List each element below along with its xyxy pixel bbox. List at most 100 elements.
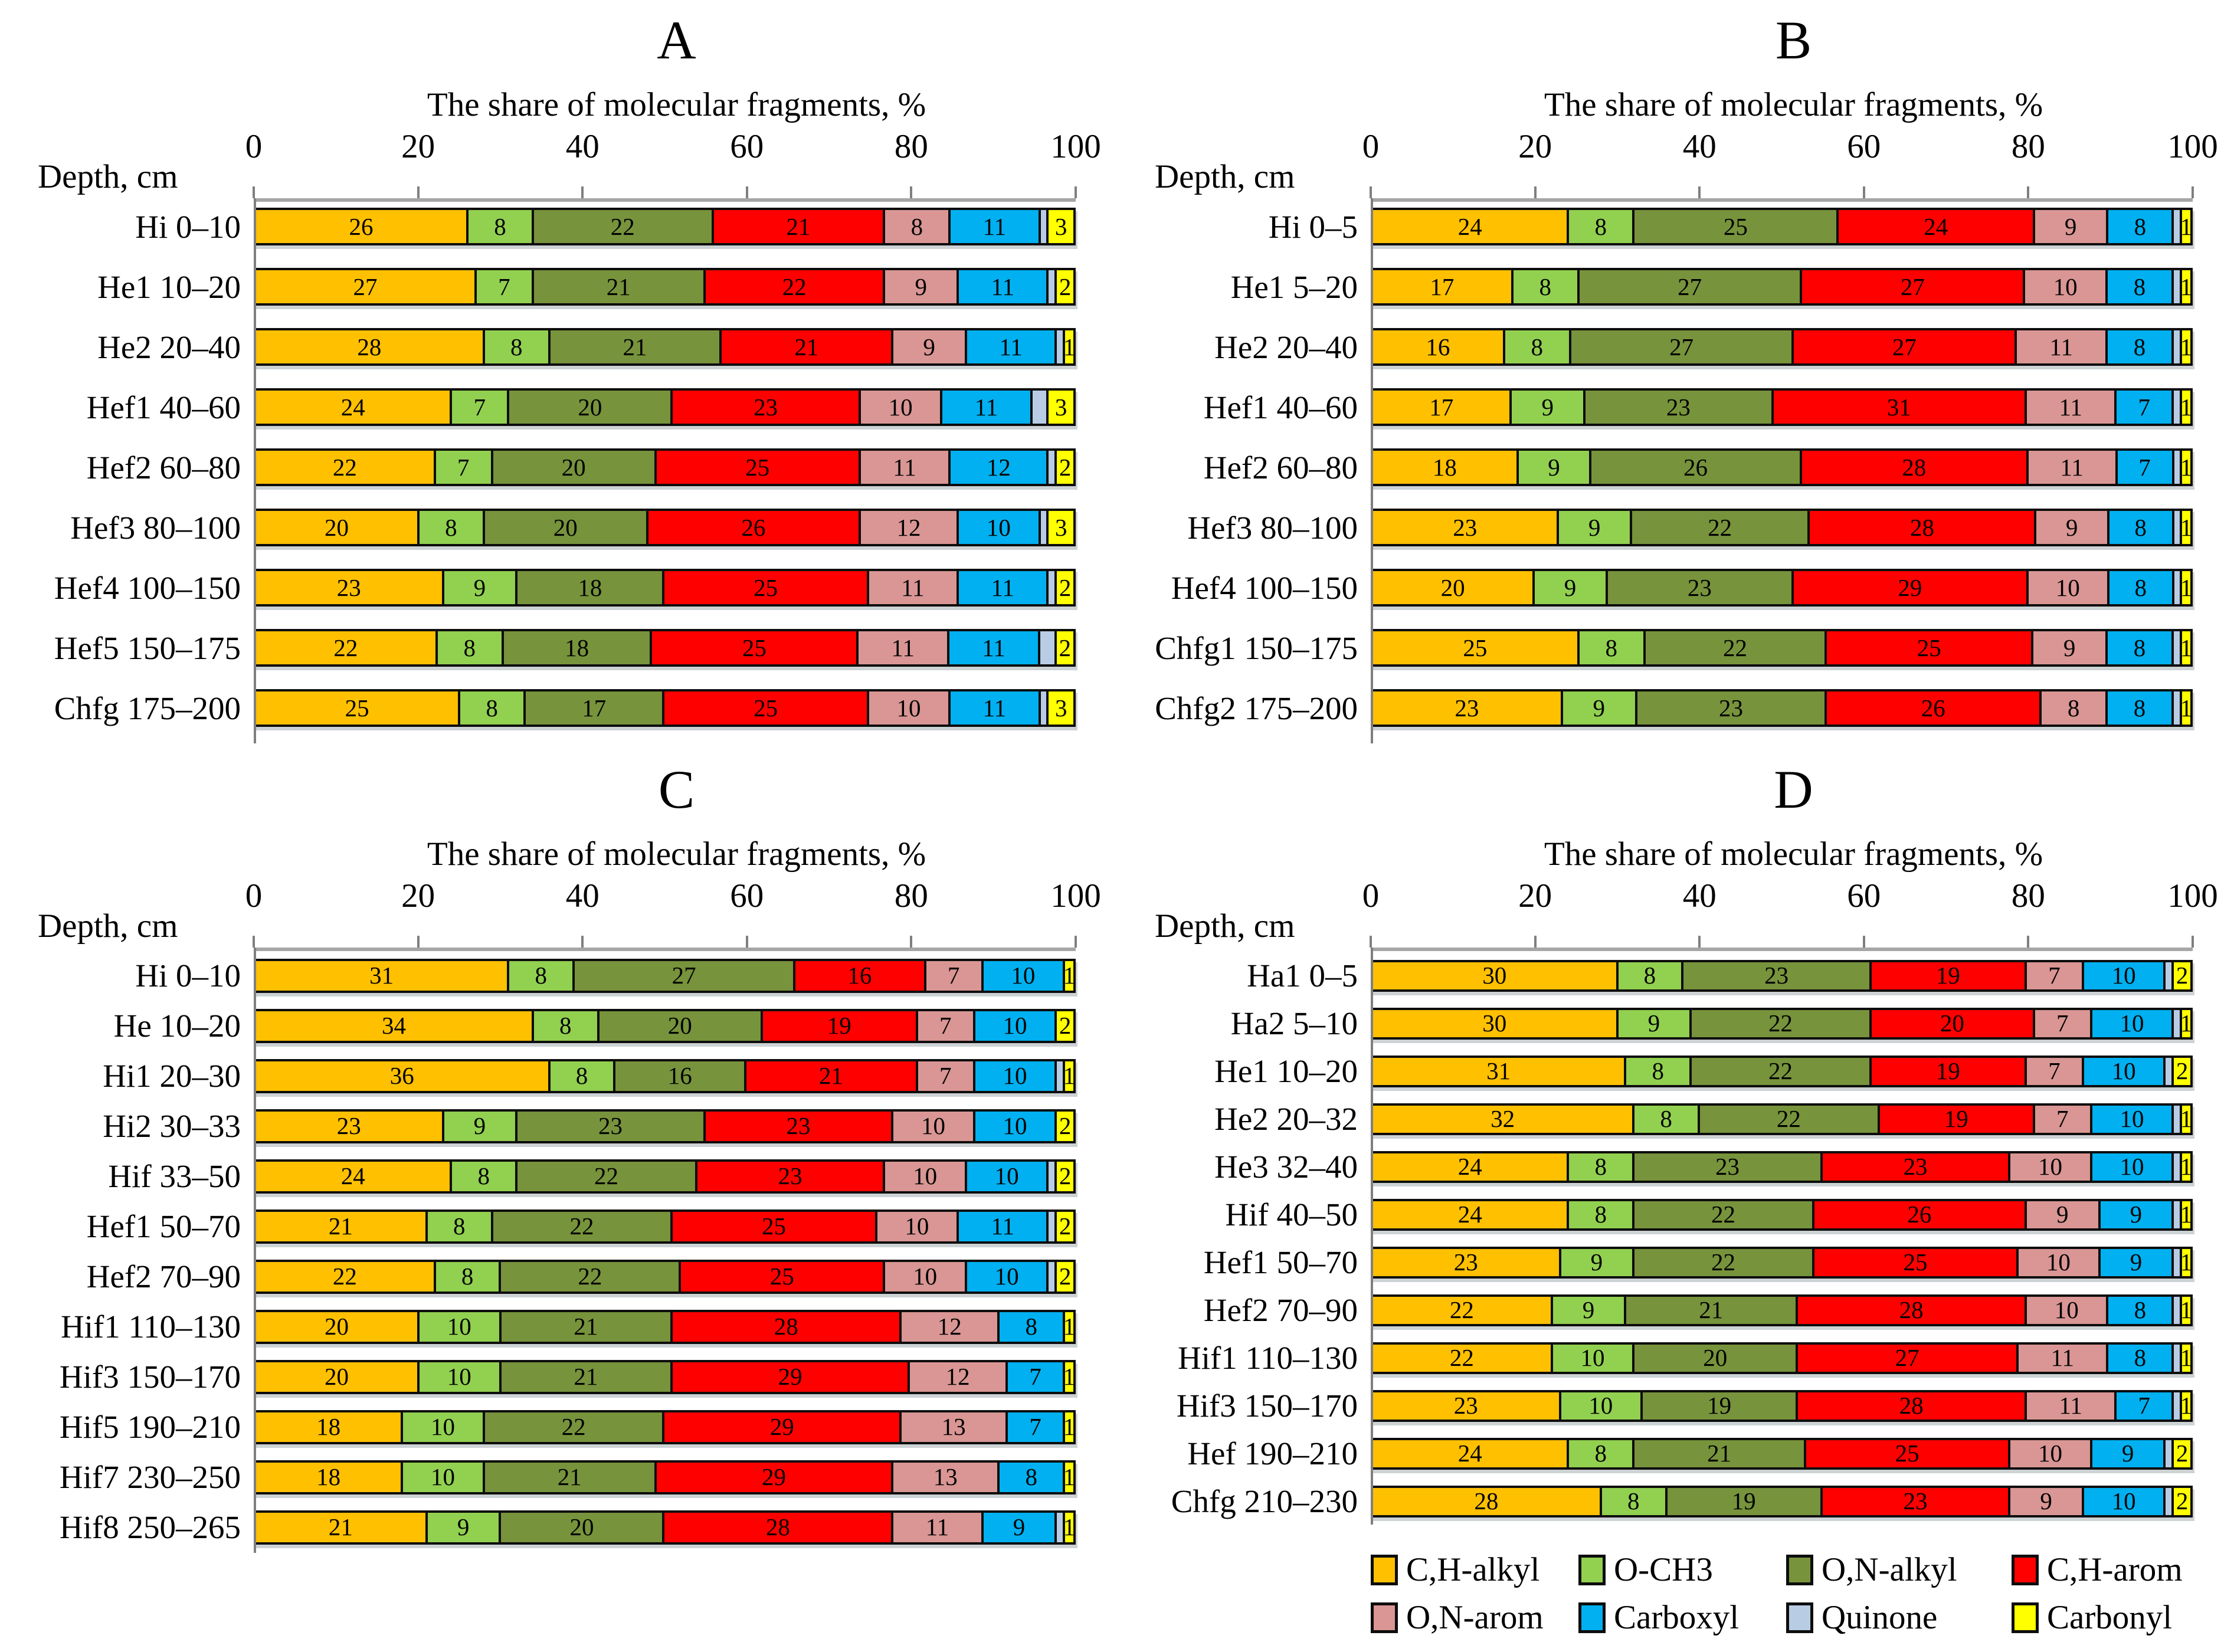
x-tick-mark <box>1075 936 1077 948</box>
bar-segment-o-n-alkyl: 20 <box>501 1512 665 1542</box>
category-label: Hef3 80–100 <box>70 509 241 546</box>
bar-segment-o-n-arom: 10 <box>2026 1296 2109 1324</box>
bar-segment-c-h-arom: 19 <box>1871 962 2027 989</box>
legend-label: Carboxyl <box>1614 1599 1740 1637</box>
x-tick-label: 100 <box>2167 128 2218 166</box>
segment-value-label: 24 <box>340 393 365 421</box>
bar-segment-quinone <box>2174 1392 2183 1420</box>
segment-value-label: 11 <box>2059 1392 2082 1420</box>
segment-value-label: 28 <box>1899 1392 1924 1420</box>
segment-value-label: 7 <box>939 1012 952 1040</box>
bar-segment-c-h-alkyl: 36 <box>256 1061 551 1091</box>
bar-segment-c-h-arom: 25 <box>664 691 869 725</box>
bar-segment-o-n-arom: 9 <box>2036 511 2109 545</box>
bar-segment-carbonyl: 1 <box>2182 1248 2190 1276</box>
bar-segment-quinone <box>1049 1261 1057 1292</box>
segment-value-label: 8 <box>575 1062 588 1090</box>
segment-value-label: 11 <box>2049 333 2073 360</box>
bar-segment-o-n-arom: 13 <box>893 1462 1000 1492</box>
bar-segment-o-ch3: 10 <box>420 1312 502 1342</box>
stacked-bar: 31 8 22 19 7 10 2 <box>1371 1055 2193 1087</box>
segment-value-label: 24 <box>340 1162 365 1190</box>
segment-value-label: 25 <box>1903 1248 1928 1276</box>
stacked-bar: 23 10 19 28 11 7 1 <box>1371 1389 2193 1422</box>
bar-segment-carbonyl: 1 <box>2181 631 2190 665</box>
bar-segment-quinone <box>2174 1105 2183 1133</box>
bar-segment-quinone <box>2174 511 2183 545</box>
segment-value-label: 11 <box>893 453 916 481</box>
bar-segment-carboxyl: 11 <box>942 391 1033 424</box>
segment-value-label: 7 <box>2048 1057 2061 1085</box>
x-tick-mark <box>910 936 913 948</box>
bar-segment-carboxyl: 10 <box>975 1061 1057 1091</box>
bar-segment-c-h-arom: 21 <box>746 1061 918 1091</box>
segment-value-label: 9 <box>2064 212 2077 240</box>
stacked-bar: 24 8 21 25 10 9 2 <box>1371 1437 2193 1470</box>
x-tick-mark <box>1698 186 1701 199</box>
category-label: Hef2 70–90 <box>86 1258 241 1295</box>
bar-segment-o-n-arom: 10 <box>2019 1248 2101 1276</box>
segment-value-label: 8 <box>1531 333 1544 360</box>
legend: C,H-alkyl O-CH3 O,N-alkyl C,H-arom O,N-arom C… <box>1371 1551 2216 1637</box>
bar-segment-c-h-arom: 25 <box>1806 1440 2011 1467</box>
stacked-bar: 25 8 22 25 9 8 1 <box>1371 629 2193 667</box>
bar-segment-o-n-alkyl: 23 <box>517 1111 706 1141</box>
bar-segment-carboxyl: 10 <box>967 1161 1049 1191</box>
segment-value-label: 23 <box>336 1112 361 1140</box>
x-tick-mark <box>1862 936 1865 948</box>
bar-segment-c-h-arom: 28 <box>664 1512 894 1542</box>
segment-value-label: 19 <box>1935 1057 1960 1085</box>
segment-value-label: 27 <box>671 962 696 989</box>
category-label: He1 5–20 <box>1230 268 1358 305</box>
segment-value-label: 23 <box>1453 1392 1478 1420</box>
x-tick-mark <box>1698 936 1701 948</box>
stacked-bar: 23 9 22 28 9 8 1 <box>1371 509 2193 547</box>
segment-value-label: 9 <box>2121 1440 2134 1467</box>
bar-segment-o-n-alkyl: 22 <box>1634 1248 1814 1276</box>
bar-row: Hif1 110–130 20 10 21 28 12 8 1 <box>27 1308 1076 1345</box>
bar-segment-o-n-arom: 11 <box>860 451 951 484</box>
segment-value-label: 11 <box>2050 1344 2075 1372</box>
segment-value-label: 10 <box>1588 1392 1613 1420</box>
legend-item-o-ch3: O-CH3 <box>1578 1551 1786 1589</box>
bar-row: Hi 0–10 31 8 27 16 7 10 1 <box>27 957 1076 994</box>
segment-value-label: 8 <box>461 1263 474 1290</box>
segment-value-label: 1 <box>2182 1153 2190 1181</box>
segment-value-label: 8 <box>1627 1487 1640 1515</box>
bar-segment-c-h-arom: 25 <box>673 1211 877 1241</box>
bar-segment-c-h-alkyl: 23 <box>1373 511 1560 545</box>
segment-value-label: 23 <box>1455 694 1479 722</box>
x-axis-ticks: 0 20 40 60 80 100 <box>1362 877 2218 948</box>
stacked-bar: 23 9 22 25 10 9 1 <box>1371 1246 2193 1279</box>
bar-segment-c-h-alkyl: 20 <box>256 1312 420 1342</box>
bar-segment-quinone <box>1057 1061 1066 1091</box>
bar-segment-carboxyl: 10 <box>959 511 1041 545</box>
bar-segment-carboxyl: 7 <box>1008 1412 1066 1442</box>
bar-segment-carbonyl: 2 <box>2174 1057 2190 1085</box>
bar-segment-o-n-alkyl: 22 <box>533 210 714 244</box>
segment-value-label: 8 <box>2134 573 2147 601</box>
bar-segment-c-h-arom: 29 <box>656 1462 894 1492</box>
segment-value-label: 10 <box>896 694 921 722</box>
bar-segment-o-n-alkyl: 27 <box>1571 330 1794 364</box>
x-tick-label: 40 <box>565 877 600 915</box>
category-label: Hi 0–10 <box>135 208 241 245</box>
bar-row: He1 10–20 27 7 21 22 9 11 2 <box>27 268 1076 306</box>
bar-segment-c-h-arom: 19 <box>1879 1105 2035 1133</box>
bar-segment-quinone <box>2166 1440 2174 1467</box>
segment-value-label: 2 <box>1059 1112 1072 1140</box>
stacked-bar: 20 9 23 29 10 8 1 <box>1371 569 2193 607</box>
segment-value-label: 8 <box>453 1212 466 1240</box>
segment-value-label: 8 <box>2134 1296 2147 1324</box>
category-label: He1 10–20 <box>97 268 241 305</box>
segment-value-label: 1 <box>2182 513 2190 541</box>
bar-segment-c-h-arom: 26 <box>1814 1201 2027 1228</box>
segment-value-label: 20 <box>578 393 602 421</box>
x-tick-label: 80 <box>894 877 928 915</box>
segment-value-label: 11 <box>2060 453 2084 481</box>
segment-value-label: 22 <box>610 212 635 240</box>
bar-segment-o-n-alkyl: 18 <box>517 571 665 605</box>
depth-axis-label: Depth, cm <box>1155 158 1295 196</box>
bar-segment-o-n-alkyl: 23 <box>1637 691 1827 725</box>
segment-value-label: 23 <box>786 1112 811 1140</box>
